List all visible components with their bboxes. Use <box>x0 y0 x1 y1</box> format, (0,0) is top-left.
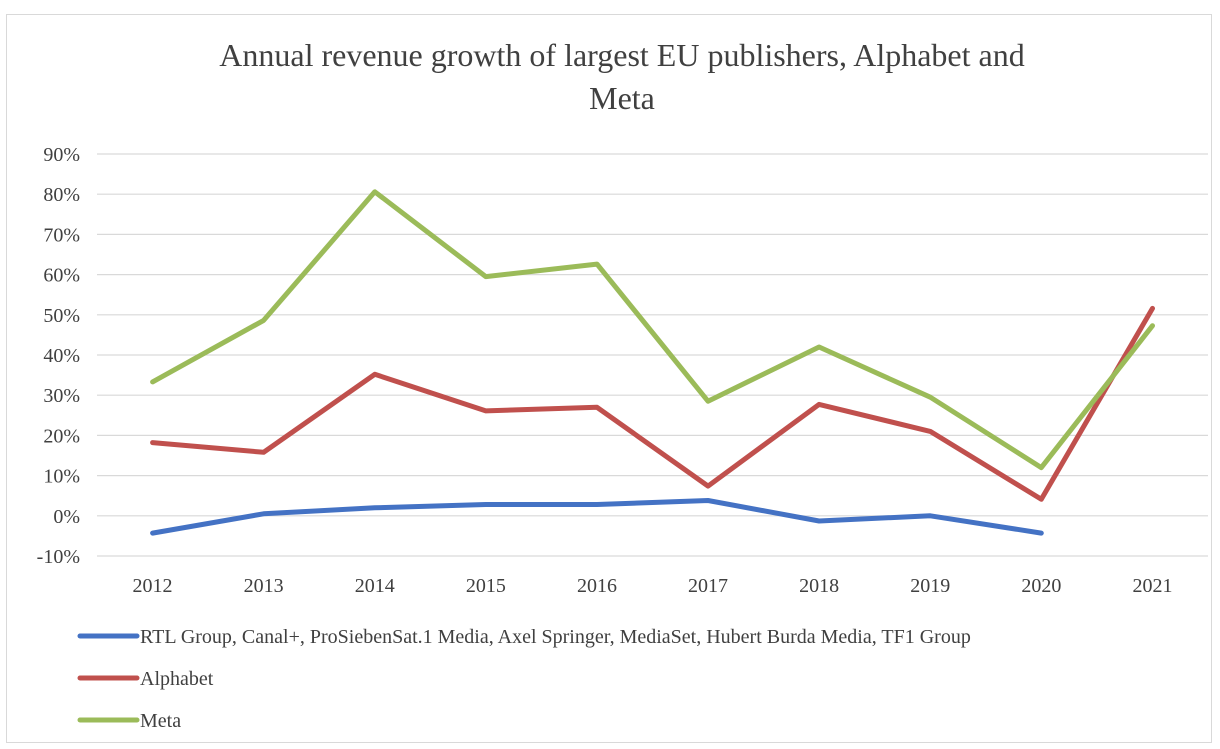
legend-label: RTL Group, Canal+, ProSiebenSat.1 Media,… <box>140 626 971 648</box>
y-tick-label: 30% <box>43 385 80 407</box>
x-tick-label: 2016 <box>577 575 617 597</box>
x-tick-label: 2018 <box>799 575 839 597</box>
y-tick-label: 50% <box>43 305 80 327</box>
chart-title-line2: Meta <box>589 80 655 116</box>
x-tick-label: 2014 <box>355 575 395 597</box>
x-tick-label: 2012 <box>133 575 173 597</box>
x-tick-label: 2020 <box>1021 575 1061 597</box>
series-line-2 <box>150 189 1155 471</box>
y-tick-label: 0% <box>53 506 80 528</box>
chart-title-line1: Annual revenue growth of largest EU publ… <box>219 37 1024 73</box>
y-tick-label: 80% <box>43 184 80 206</box>
y-tick-label: -10% <box>37 546 80 568</box>
x-tick-label: 2013 <box>244 575 284 597</box>
chart-frame <box>6 14 1212 743</box>
legend-label: Meta <box>140 710 181 732</box>
y-tick-label: 40% <box>43 345 80 367</box>
y-tick-label: 70% <box>43 224 80 246</box>
y-tick-label: 20% <box>43 425 80 447</box>
x-tick-label: 2021 <box>1132 575 1172 597</box>
y-tick-label: 60% <box>43 265 80 287</box>
series-line-1 <box>150 305 1155 502</box>
y-tick-label: 10% <box>43 466 80 488</box>
x-tick-label: 2019 <box>910 575 950 597</box>
legend-label: Alphabet <box>140 668 214 690</box>
x-tick-label: 2015 <box>466 575 506 597</box>
y-tick-label: 90% <box>43 144 80 166</box>
x-tick-label: 2017 <box>688 575 728 597</box>
series-line-0 <box>150 498 1044 536</box>
